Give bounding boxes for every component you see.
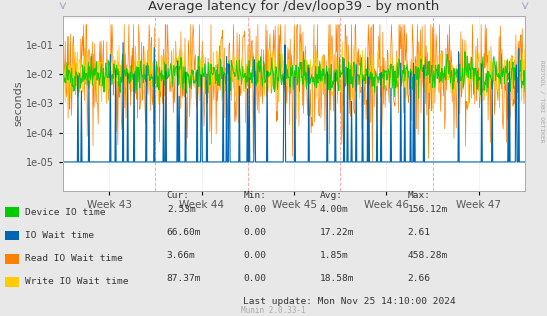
Text: 1.85m: 1.85m <box>320 251 349 260</box>
Text: 3.66m: 3.66m <box>167 251 196 260</box>
Text: 0.00: 0.00 <box>243 251 266 260</box>
Text: Max:: Max: <box>408 191 430 199</box>
Text: Munin 2.0.33-1: Munin 2.0.33-1 <box>241 306 306 315</box>
Text: Min:: Min: <box>243 191 266 199</box>
Text: 0.00: 0.00 <box>243 228 266 237</box>
Text: 17.22m: 17.22m <box>320 228 354 237</box>
Text: Cur:: Cur: <box>167 191 190 199</box>
Text: Last update: Mon Nov 25 14:10:00 2024: Last update: Mon Nov 25 14:10:00 2024 <box>243 297 456 306</box>
Text: Read IO Wait time: Read IO Wait time <box>25 254 123 263</box>
Text: IO Wait time: IO Wait time <box>25 231 94 240</box>
Text: 4.00m: 4.00m <box>320 205 349 214</box>
Text: 2.53m: 2.53m <box>167 205 196 214</box>
Text: Avg:: Avg: <box>320 191 343 199</box>
Text: 2.66: 2.66 <box>408 274 430 283</box>
Text: 66.60m: 66.60m <box>167 228 201 237</box>
Text: 0.00: 0.00 <box>243 274 266 283</box>
Text: 18.58m: 18.58m <box>320 274 354 283</box>
Text: Write IO Wait time: Write IO Wait time <box>25 277 128 286</box>
Y-axis label: seconds: seconds <box>13 81 23 126</box>
Text: 87.37m: 87.37m <box>167 274 201 283</box>
Text: 156.12m: 156.12m <box>408 205 448 214</box>
Title: Average latency for /dev/loop39 - by month: Average latency for /dev/loop39 - by mon… <box>148 0 440 13</box>
Text: 0.00: 0.00 <box>243 205 266 214</box>
Text: 458.28m: 458.28m <box>408 251 448 260</box>
Text: RRDTOOL / TOBI OETIKER: RRDTOOL / TOBI OETIKER <box>539 60 544 143</box>
Text: 2.61: 2.61 <box>408 228 430 237</box>
Text: Device IO time: Device IO time <box>25 208 105 216</box>
